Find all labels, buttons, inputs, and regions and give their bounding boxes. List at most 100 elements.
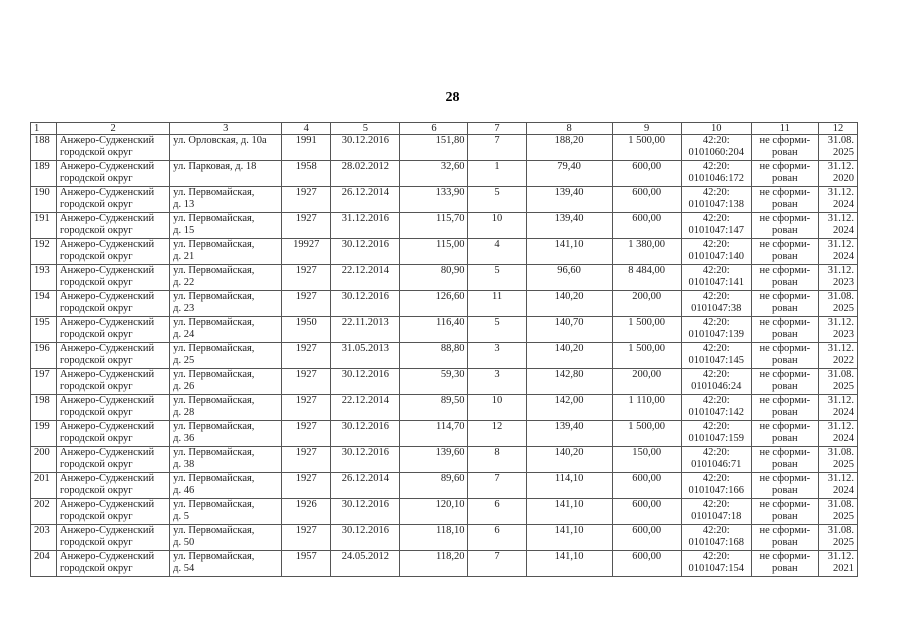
cell-col-4: 1927 bbox=[281, 394, 332, 421]
cell-col-1: 201 bbox=[29, 472, 58, 499]
cell-col-5: 31.05.2013 bbox=[330, 342, 401, 369]
cell-col-3: ул. Первомайская, д. 50 bbox=[169, 524, 283, 551]
cell-col-8: 139,40 bbox=[525, 420, 613, 447]
cell-col-7: 7 bbox=[467, 472, 527, 499]
cell-col-10: 42:20: 0101047:142 bbox=[680, 394, 752, 421]
cell-col-10: 42:20: 0101047:138 bbox=[680, 186, 752, 213]
cell-col-6: 118,20 bbox=[399, 550, 469, 577]
table-row: 196 Анжеро-Судженский городской округ ул. … bbox=[29, 342, 859, 369]
cell-col-8: 140,20 bbox=[525, 342, 613, 369]
cell-col-4: 1927 bbox=[281, 524, 332, 551]
cell-col-12: 31.12. 2020 bbox=[817, 160, 859, 187]
table-row: 203 Анжеро-Судженский городской округ ул. … bbox=[29, 524, 859, 551]
cell-col-2: Анжеро-Судженский городской округ bbox=[56, 498, 171, 525]
cell-col-1: 193 bbox=[29, 264, 58, 291]
cell-col-3: ул. Первомайская, д. 13 bbox=[169, 186, 283, 213]
cell-col-7: 5 bbox=[467, 316, 527, 343]
table-row: 188 Анжеро-Судженский городской округ ул. … bbox=[29, 134, 859, 161]
cell-col-4: 1927 bbox=[281, 264, 332, 291]
cell-col-9: 600,00 bbox=[611, 472, 682, 499]
cell-col-3: ул. Первомайская, д. 24 bbox=[169, 316, 283, 343]
cell-col-6: 114,70 bbox=[399, 420, 469, 447]
cell-col-2: Анжеро-Судженский городской округ bbox=[56, 420, 171, 447]
cell-col-3: ул. Парковая, д. 18 bbox=[169, 160, 283, 187]
cell-col-12: 31.12. 2023 bbox=[817, 316, 859, 343]
cell-col-1: 191 bbox=[29, 212, 58, 239]
cell-col-5: 30.12.2016 bbox=[330, 524, 401, 551]
cell-col-2: Анжеро-Судженский городской округ bbox=[56, 342, 171, 369]
cell-col-11: не сформи- рован bbox=[750, 524, 819, 551]
cell-col-9: 600,00 bbox=[611, 186, 682, 213]
cell-col-1: 190 bbox=[29, 186, 58, 213]
cell-col-3: ул. Первомайская, д. 21 bbox=[169, 238, 283, 265]
column-header-2: 2 bbox=[56, 122, 171, 135]
cell-col-2: Анжеро-Судженский городской округ bbox=[56, 238, 171, 265]
cell-col-7: 5 bbox=[467, 264, 527, 291]
cell-col-9: 600,00 bbox=[611, 160, 682, 187]
column-header-1: 1 bbox=[29, 122, 58, 135]
column-header-11: 11 bbox=[750, 122, 819, 135]
cell-col-6: 88,80 bbox=[399, 342, 469, 369]
cell-col-9: 1 110,00 bbox=[611, 394, 682, 421]
cell-col-3: ул. Первомайская, д. 26 bbox=[169, 368, 283, 395]
table-row: 195 Анжеро-Судженский городской округ ул. … bbox=[29, 316, 859, 343]
cell-col-9: 1 500,00 bbox=[611, 420, 682, 447]
cell-col-4: 1958 bbox=[281, 160, 332, 187]
table-row: 190 Анжеро-Судженский городской округ ул. … bbox=[29, 186, 859, 213]
cell-col-5: 30.12.2016 bbox=[330, 420, 401, 447]
table-row: 194 Анжеро-Судженский городской округ ул. … bbox=[29, 290, 859, 317]
cell-col-2: Анжеро-Судженский городской округ bbox=[56, 446, 171, 473]
cell-col-6: 133,90 bbox=[399, 186, 469, 213]
cell-col-5: 26.12.2014 bbox=[330, 472, 401, 499]
cell-col-4: 1926 bbox=[281, 498, 332, 525]
cell-col-12: 31.12. 2024 bbox=[817, 472, 859, 499]
cell-col-10: 42:20: 0101047:154 bbox=[680, 550, 752, 577]
cell-col-10: 42:20: 0101046:24 bbox=[680, 368, 752, 395]
table-body: 1 2 3 4 5 6 7 8 9 10 11 12 188 Анжеро-Судженский гор… bbox=[29, 122, 859, 577]
cell-col-11: не сформи- рован bbox=[750, 316, 819, 343]
cell-col-11: не сформи- рован bbox=[750, 160, 819, 187]
table-row: 197 Анжеро-Судженский городской округ ул. … bbox=[29, 368, 859, 395]
cell-col-9: 600,00 bbox=[611, 498, 682, 525]
cell-col-6: 139,60 bbox=[399, 446, 469, 473]
cell-col-8: 79,40 bbox=[525, 160, 613, 187]
cell-col-11: не сформи- рован bbox=[750, 446, 819, 473]
cell-col-6: 89,50 bbox=[399, 394, 469, 421]
cell-col-6: 80,90 bbox=[399, 264, 469, 291]
cell-col-3: ул. Первомайская, д. 23 bbox=[169, 290, 283, 317]
table-row: 191 Анжеро-Судженский городской округ ул. … bbox=[29, 212, 859, 239]
cell-col-6: 116,40 bbox=[399, 316, 469, 343]
cell-col-2: Анжеро-Судженский городской округ bbox=[56, 290, 171, 317]
cell-col-10: 42:20: 0101046:172 bbox=[680, 160, 752, 187]
cell-col-6: 115,70 bbox=[399, 212, 469, 239]
cell-col-3: ул. Первомайская, д. 54 bbox=[169, 550, 283, 577]
cell-col-6: 118,10 bbox=[399, 524, 469, 551]
cell-col-1: 199 bbox=[29, 420, 58, 447]
cell-col-5: 30.12.2016 bbox=[330, 368, 401, 395]
cell-col-12: 31.08. 2025 bbox=[817, 290, 859, 317]
cell-col-1: 202 bbox=[29, 498, 58, 525]
cell-col-7: 7 bbox=[467, 550, 527, 577]
cell-col-8: 141,10 bbox=[525, 238, 613, 265]
cell-col-3: ул. Первомайская, д. 15 bbox=[169, 212, 283, 239]
table-row: 199 Анжеро-Судженский городской округ ул. … bbox=[29, 420, 859, 447]
cell-col-9: 1 500,00 bbox=[611, 134, 682, 161]
cell-col-8: 188,20 bbox=[525, 134, 613, 161]
cell-col-12: 31.08. 2025 bbox=[817, 134, 859, 161]
cell-col-5: 22.12.2014 bbox=[330, 394, 401, 421]
cell-col-11: не сформи- рован bbox=[750, 290, 819, 317]
cell-col-8: 139,40 bbox=[525, 212, 613, 239]
cell-col-6: 115,00 bbox=[399, 238, 469, 265]
cell-col-8: 96,60 bbox=[525, 264, 613, 291]
cell-col-4: 1927 bbox=[281, 420, 332, 447]
cell-col-12: 31.08. 2025 bbox=[817, 524, 859, 551]
cell-col-7: 3 bbox=[467, 368, 527, 395]
cell-col-1: 196 bbox=[29, 342, 58, 369]
cell-col-11: не сформи- рован bbox=[750, 134, 819, 161]
cell-col-11: не сформи- рован bbox=[750, 264, 819, 291]
cell-col-3: ул. Первомайская, д. 5 bbox=[169, 498, 283, 525]
cell-col-2: Анжеро-Судженский городской округ bbox=[56, 550, 171, 577]
cell-col-10: 42:20: 0101047:141 bbox=[680, 264, 752, 291]
cell-col-11: не сформи- рован bbox=[750, 342, 819, 369]
cell-col-1: 203 bbox=[29, 524, 58, 551]
